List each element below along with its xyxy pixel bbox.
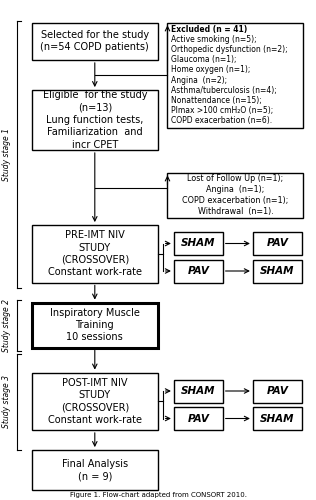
Text: Angina  (n=2);: Angina (n=2); (171, 76, 227, 84)
Text: Figure 1. Flow-chart adapted from CONSORT 2010.: Figure 1. Flow-chart adapted from CONSOR… (70, 492, 246, 498)
Text: Active smoking (n=5);: Active smoking (n=5); (171, 35, 256, 44)
Bar (32, 450, 158, 490)
Text: SHAM: SHAM (181, 386, 216, 396)
Bar (32, 90, 158, 150)
Text: Eligible  for the study
(n=13)
Lung function tests,
Familiarization  and
incr CP: Eligible for the study (n=13) Lung funct… (43, 90, 147, 150)
Text: Final Analysis
(n = 9): Final Analysis (n = 9) (62, 459, 128, 481)
Bar (32, 372, 158, 430)
Text: PImax >100 cmH₂O (n=5);: PImax >100 cmH₂O (n=5); (171, 106, 273, 115)
Bar (174, 260, 223, 282)
Text: Home oxygen (n=1);: Home oxygen (n=1); (171, 66, 250, 74)
Text: COPD exacerbation (n=6).: COPD exacerbation (n=6). (171, 116, 272, 126)
Text: Selected for the study
(n=54 COPD patients): Selected for the study (n=54 COPD patien… (40, 30, 149, 52)
Text: SHAM: SHAM (260, 414, 295, 424)
Bar (32, 22, 158, 60)
Text: PAV: PAV (266, 386, 288, 396)
Text: SHAM: SHAM (260, 266, 295, 276)
Text: Lost of Follow Up (n=1);
Angina  (n=1);
COPD exacerbation (n=1);
Withdrawal  (n=: Lost of Follow Up (n=1); Angina (n=1); C… (182, 174, 289, 216)
Text: Asthma/tuberculosis (n=4);: Asthma/tuberculosis (n=4); (171, 86, 276, 95)
Text: PAV: PAV (266, 238, 288, 248)
Text: Study stage 3: Study stage 3 (2, 375, 11, 428)
Text: Orthopedic dysfunction (n=2);: Orthopedic dysfunction (n=2); (171, 45, 287, 54)
Bar (253, 260, 302, 282)
Bar (174, 232, 223, 255)
Bar (174, 407, 223, 430)
Bar (253, 380, 302, 402)
Bar (32, 225, 158, 282)
Bar (32, 302, 158, 348)
Bar (253, 232, 302, 255)
Text: Excluded (n = 41): Excluded (n = 41) (171, 24, 247, 34)
Text: PRE-IMT NIV
STUDY
(CROSSOVER)
Constant work-rate: PRE-IMT NIV STUDY (CROSSOVER) Constant w… (48, 230, 142, 278)
Text: Glaucoma (n=1);: Glaucoma (n=1); (171, 55, 236, 64)
Text: POST-IMT NIV
STUDY
(CROSSOVER)
Constant work-rate: POST-IMT NIV STUDY (CROSSOVER) Constant … (48, 378, 142, 425)
Text: Nonattendance (n=15);: Nonattendance (n=15); (171, 96, 261, 105)
Text: PAV: PAV (187, 414, 209, 424)
Bar (253, 407, 302, 430)
Text: PAV: PAV (187, 266, 209, 276)
Bar (167, 172, 303, 218)
Text: SHAM: SHAM (181, 238, 216, 248)
Text: Study stage 2: Study stage 2 (2, 299, 11, 352)
Bar (174, 380, 223, 402)
Text: Study stage 1: Study stage 1 (2, 128, 11, 180)
Text: Inspiratory Muscle
Training
10 sessions: Inspiratory Muscle Training 10 sessions (50, 308, 140, 342)
Bar (167, 22, 303, 128)
